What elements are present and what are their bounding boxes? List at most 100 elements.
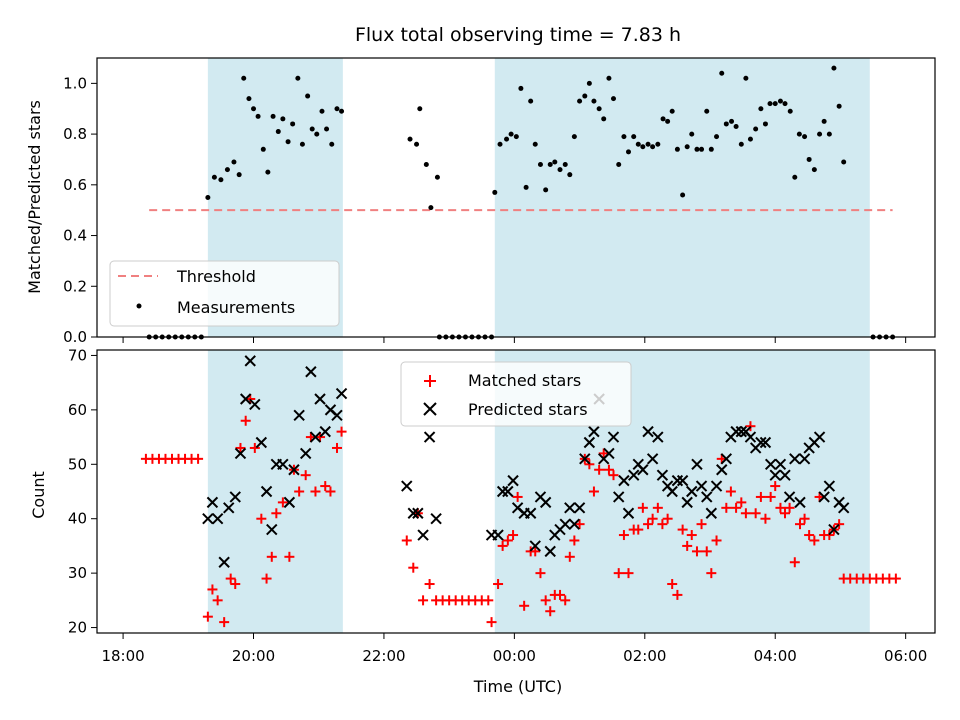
predicted-star-point xyxy=(823,480,836,492)
matched-star-point xyxy=(780,508,791,519)
predicted-star-point-b xyxy=(239,393,252,405)
predicted-star-point xyxy=(676,474,689,487)
matched-star-point xyxy=(564,551,575,562)
measurement-point xyxy=(523,184,529,190)
predicted-star-point-b xyxy=(206,496,219,509)
predicted-star-point-b xyxy=(507,474,519,487)
matched-star-point xyxy=(740,508,751,519)
measurement-point xyxy=(571,134,577,140)
measurement-point xyxy=(821,118,827,124)
predicted-star-point xyxy=(813,431,826,443)
measurement-point xyxy=(246,96,252,102)
matched-star-point xyxy=(284,551,295,562)
matched-star-point xyxy=(401,535,412,546)
top-y-tick-label: 0.4 xyxy=(63,227,87,245)
predicted-star-point-b xyxy=(417,529,429,541)
predicted-star-point-b xyxy=(255,436,268,449)
top-y-tick-label: 0.6 xyxy=(63,176,87,194)
matched-star-point xyxy=(736,497,747,508)
matched-star-point xyxy=(657,519,668,530)
predicted-star-point-b xyxy=(691,458,703,470)
predicted-star-point-b xyxy=(789,453,801,465)
predicted-star-point xyxy=(730,425,742,438)
matched-star-point xyxy=(261,573,272,584)
measurement-point xyxy=(557,167,563,173)
matched-star-point xyxy=(711,535,722,546)
predicted-star-point xyxy=(229,491,241,503)
measurement-point xyxy=(285,139,291,145)
x-tick-label: 04:00 xyxy=(754,647,797,665)
predicted-star-point-b xyxy=(511,502,524,514)
measurement-point xyxy=(596,106,602,112)
measurement-point xyxy=(528,98,534,104)
predicted-star-point-b xyxy=(218,556,230,568)
predicted-star-point-b xyxy=(701,491,713,503)
matched-star-point xyxy=(667,579,678,590)
predicted-star-point-b xyxy=(632,458,644,470)
measurement-point xyxy=(684,144,690,150)
predicted-star-point-b xyxy=(249,398,261,411)
matched-star-point xyxy=(588,486,599,497)
measurement-point xyxy=(552,159,558,165)
measurement-point xyxy=(689,131,695,137)
measurement-point xyxy=(339,108,345,114)
predicted-star-point xyxy=(305,366,317,378)
predicted-star-point-b xyxy=(430,513,442,525)
predicted-star-point-b xyxy=(423,431,436,443)
predicted-star-point xyxy=(496,485,509,498)
bottom-y-tick-label: 70 xyxy=(68,346,87,364)
predicted-star-point-b xyxy=(492,529,504,541)
measurement-point xyxy=(719,70,725,76)
predicted-star-point-b xyxy=(740,425,752,438)
matched-star-point xyxy=(750,508,761,519)
predicted-star-point xyxy=(249,398,261,411)
predicted-star-point-b xyxy=(618,474,630,487)
predicted-star-point-b xyxy=(628,469,640,481)
measurement-point xyxy=(314,131,320,137)
predicted-star-point-b xyxy=(583,436,596,449)
measurement-point xyxy=(753,126,759,132)
predicted-star-point xyxy=(412,507,424,519)
matched-star-point xyxy=(608,470,619,481)
predicted-star-point xyxy=(564,502,576,514)
predicted-star-point-b xyxy=(529,540,541,552)
matched-star-point xyxy=(555,589,566,600)
predicted-star-point xyxy=(288,464,300,476)
matched-star-point xyxy=(207,584,218,595)
predicted-star-point-b xyxy=(837,502,850,514)
predicted-star-point xyxy=(720,453,733,465)
measurement-point xyxy=(508,131,514,137)
predicted-star-point xyxy=(407,507,419,519)
measurement-point xyxy=(270,113,276,119)
measurement-point xyxy=(729,118,735,124)
measurement-point xyxy=(606,75,612,81)
predicted-star-point xyxy=(583,436,596,449)
x-tick-label: 06:00 xyxy=(884,647,927,665)
measurement-point xyxy=(806,156,812,162)
predicted-star-point-b xyxy=(730,425,742,438)
measurement-point xyxy=(567,172,573,178)
measurement-point xyxy=(290,121,296,127)
measurement-point xyxy=(205,195,211,200)
measurement-point xyxy=(532,141,538,147)
matched-star-point xyxy=(493,579,504,590)
predicted-star-point-b xyxy=(573,502,586,514)
top-y-axis-label: Matched/Predicted stars xyxy=(25,100,44,294)
predicted-star-point-b xyxy=(324,404,337,416)
predicted-star-point xyxy=(637,464,649,476)
matched-star-point xyxy=(256,513,267,524)
matched-star-point xyxy=(212,595,223,606)
chart-title: Flux total observing time = 7.83 h xyxy=(355,24,681,46)
x-axis-label: Time (UTC) xyxy=(473,677,562,696)
matched-star-point xyxy=(677,524,688,535)
predicted-star-point-b xyxy=(656,469,669,481)
predicted-star-point xyxy=(244,355,256,367)
predicted-star-point xyxy=(417,529,429,541)
predicted-star-point-b xyxy=(335,387,348,400)
matched-star-point xyxy=(672,589,683,600)
matched-star-point xyxy=(686,530,697,541)
measurement-point xyxy=(747,136,753,142)
predicted-star-point-b xyxy=(774,458,787,470)
predicted-star-point xyxy=(223,502,235,514)
predicted-star-point xyxy=(691,458,703,470)
